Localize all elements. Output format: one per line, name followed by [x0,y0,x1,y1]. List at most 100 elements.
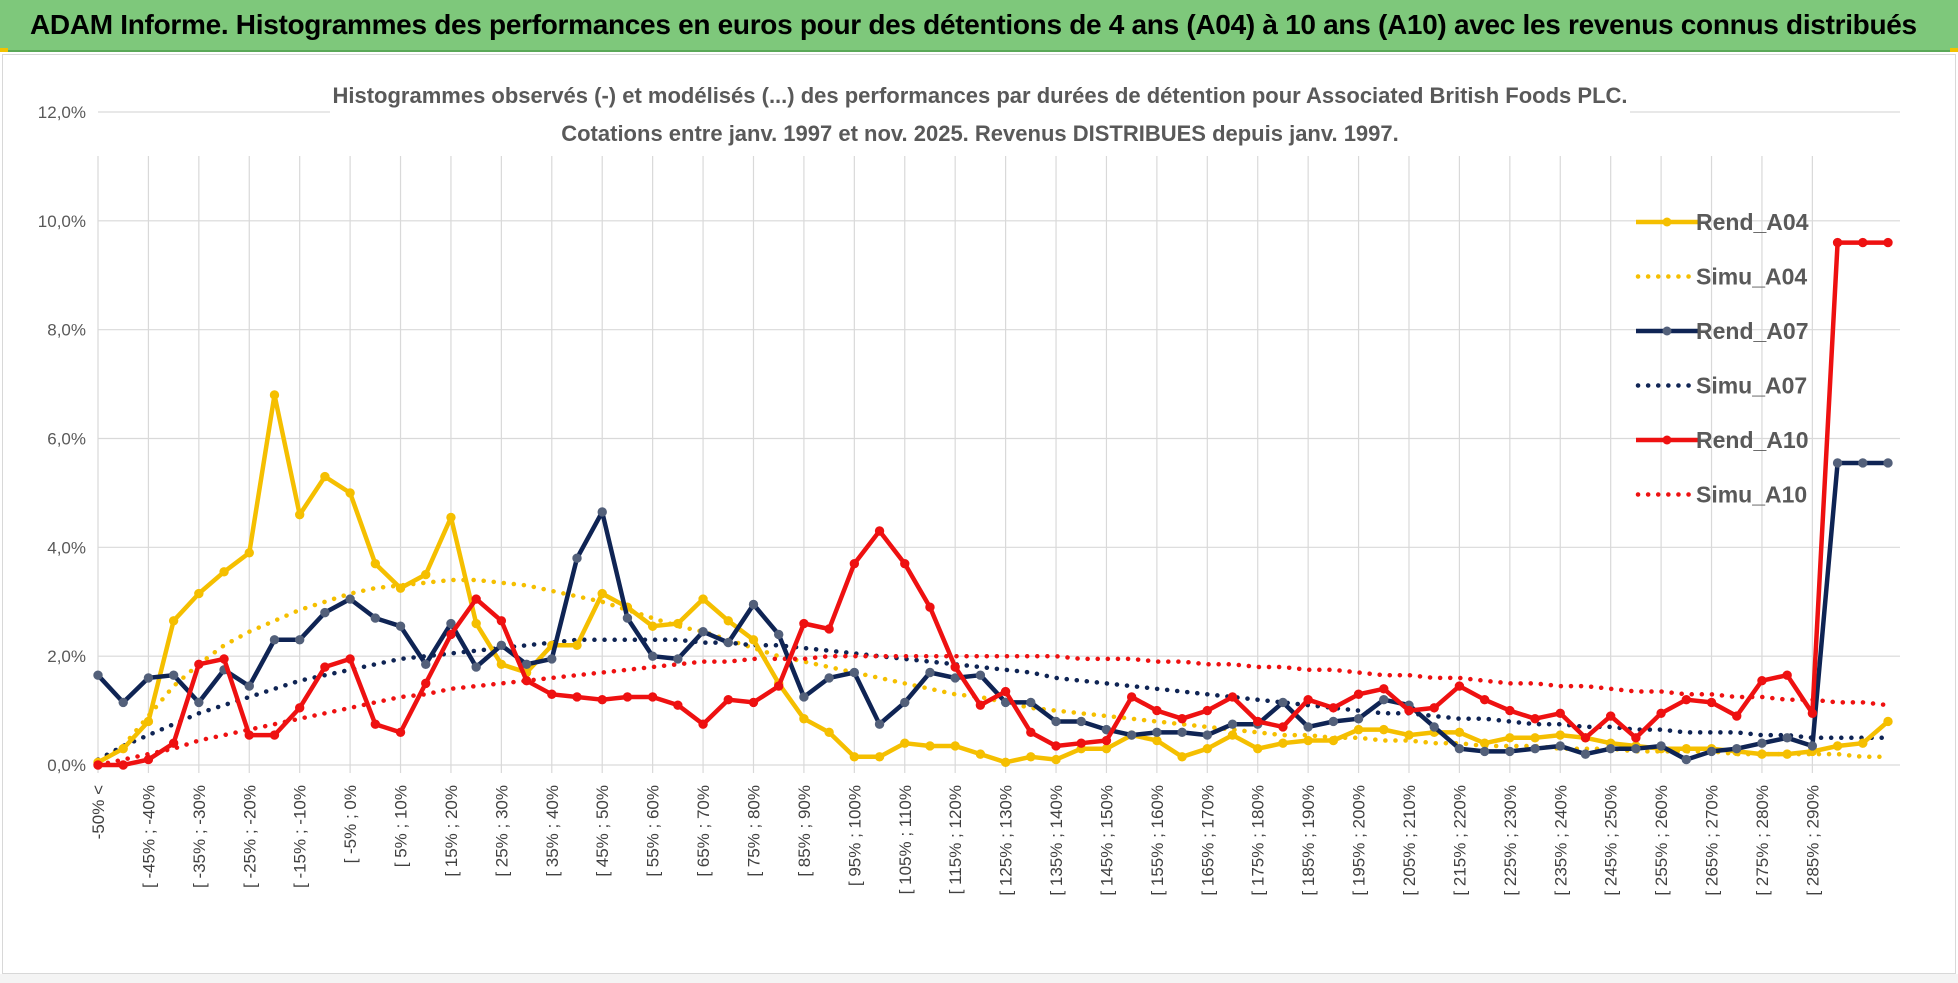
rend-a07-point [673,654,683,664]
rend-a07-point [118,697,128,708]
rend-a04-point [269,390,280,400]
rend-a04-point [748,635,759,645]
rend-a07-point [1454,743,1465,754]
rend-a04-point [118,743,128,754]
legend-simu-a10-label: Simu_A10 [1696,482,1807,508]
rend-a04-point [597,588,607,599]
rend-a07-point [1278,697,1288,708]
rend-a07-point [1555,741,1565,751]
x-tick-label: [ 25% ; 30% [492,785,511,877]
rend-a10-point [647,692,658,702]
rend-a07-point [1530,743,1540,754]
rend-a04-point [1253,743,1263,754]
rend-a10-point [1530,714,1540,724]
x-tick-label: [ 245% ; 250% [1602,785,1621,896]
x-tick-label: -50% < [89,785,108,839]
x-tick-label: [ -25% ; -20% [240,785,259,888]
x-tick-label: [ -5% ; 0% [341,785,360,863]
rend-a10-point [1429,703,1439,713]
rend-a10-point [244,730,254,740]
rend-a04-point [395,583,406,593]
rend-a07-point [1379,695,1389,705]
rend-a10-point [622,692,633,702]
x-tick-label: [ 165% ; 170% [1198,785,1217,896]
corner-marker-right [1950,48,1958,52]
corner-marker-left [0,48,8,52]
rend-a10-point [143,754,154,765]
rend-a04-point [1530,733,1540,743]
rend-a07-point [370,613,381,623]
simu-a04-line [95,577,1891,765]
rend-a07-point [1883,458,1893,468]
rend-a10-point [1732,711,1742,721]
rend-a04-point [925,741,935,751]
rend-a10-point [547,689,557,699]
rend-a10-point [824,624,834,634]
x-tick-label: [ 225% ; 230% [1501,785,1520,896]
rend-a10-point [521,675,532,686]
rend-a04-point [421,569,431,580]
footer-strip [0,974,1958,983]
x-tick-label: [ 55% ; 60% [644,785,663,877]
chart-title: Histogrammes observés (-) et modélisés (… [332,83,1627,108]
rend-a04-point [723,616,733,626]
rend-a10-point [294,703,305,713]
rend-a04-point [1051,754,1061,765]
rend-a04-point [219,567,229,577]
rend-a04-point [194,588,204,599]
rend-a04-point [824,727,834,738]
rend-a04-point [496,659,507,670]
series-group [93,237,1893,770]
rend-a04-point [1782,749,1792,759]
rend-a10-point [471,594,481,604]
legend-simu-a07-label: Simu_A07 [1696,373,1807,399]
rend-a04-point [471,618,481,629]
rend-a10-point [1656,708,1666,719]
rend-a04-point [1101,743,1112,754]
rend-a07-point [748,599,759,610]
legend: Rend_A04 Simu_A04 Rend_A07 Simu_A07 Rend_A10… [1635,209,1809,508]
rend-a07-point [1328,716,1339,727]
rend-a07-point [950,673,960,683]
rend-a04-point [370,558,381,569]
rend-a10-point [1227,692,1238,702]
x-tick-label: [ 65% ; 70% [694,785,713,877]
x-tick-label: [ 15% ; 20% [442,785,461,877]
rend-a07-point [1631,743,1641,754]
chart-subtitle: Cotations entre janv. 1997 et nov. 2025.… [561,121,1399,146]
rend-a07-point [1479,746,1490,757]
rend-a04-point [698,594,708,604]
rend-a07-point [698,626,708,637]
legend-rend-a10-marker [1662,435,1672,445]
rend-a10-point [748,697,759,708]
rend-a04-point [294,509,305,520]
rend-a07-point [572,553,582,563]
rend-a07-point [647,651,658,661]
legend-rend-a10-label: Rend_A10 [1696,427,1808,453]
rend-a10-point [1353,689,1364,699]
rend-a04-point [446,512,456,523]
rend-a10-point [1757,675,1767,686]
rend-a07-point [1353,714,1364,724]
grid-lines [97,111,1900,773]
x-tick-label: [ 175% ; 180% [1249,785,1268,896]
rend-a07-point [774,629,784,640]
rend-a07-point [1303,722,1313,732]
rend-a07-point [1076,716,1086,727]
rend-a10-point [1883,237,1893,248]
legend-rend-a07-marker [1662,326,1672,336]
rend-a10-point [1454,681,1465,691]
rend-a10-point [1126,692,1137,702]
rend-a10-point [900,558,910,569]
rend-a10-point [1328,703,1339,713]
rend-a07-point [1656,741,1666,751]
rend-a04-point [849,752,860,762]
rend-a10-point [1631,733,1641,743]
x-tick-label: [ 285% ; 290% [1803,785,1822,896]
rend-a07-point [1026,697,1036,708]
rend-a10-point [1479,695,1490,705]
rend-a07-point [622,613,633,623]
rend-a07-point [824,673,834,683]
x-tick-label: [ 215% ; 220% [1450,785,1469,896]
rend-a07-point [1051,716,1061,727]
